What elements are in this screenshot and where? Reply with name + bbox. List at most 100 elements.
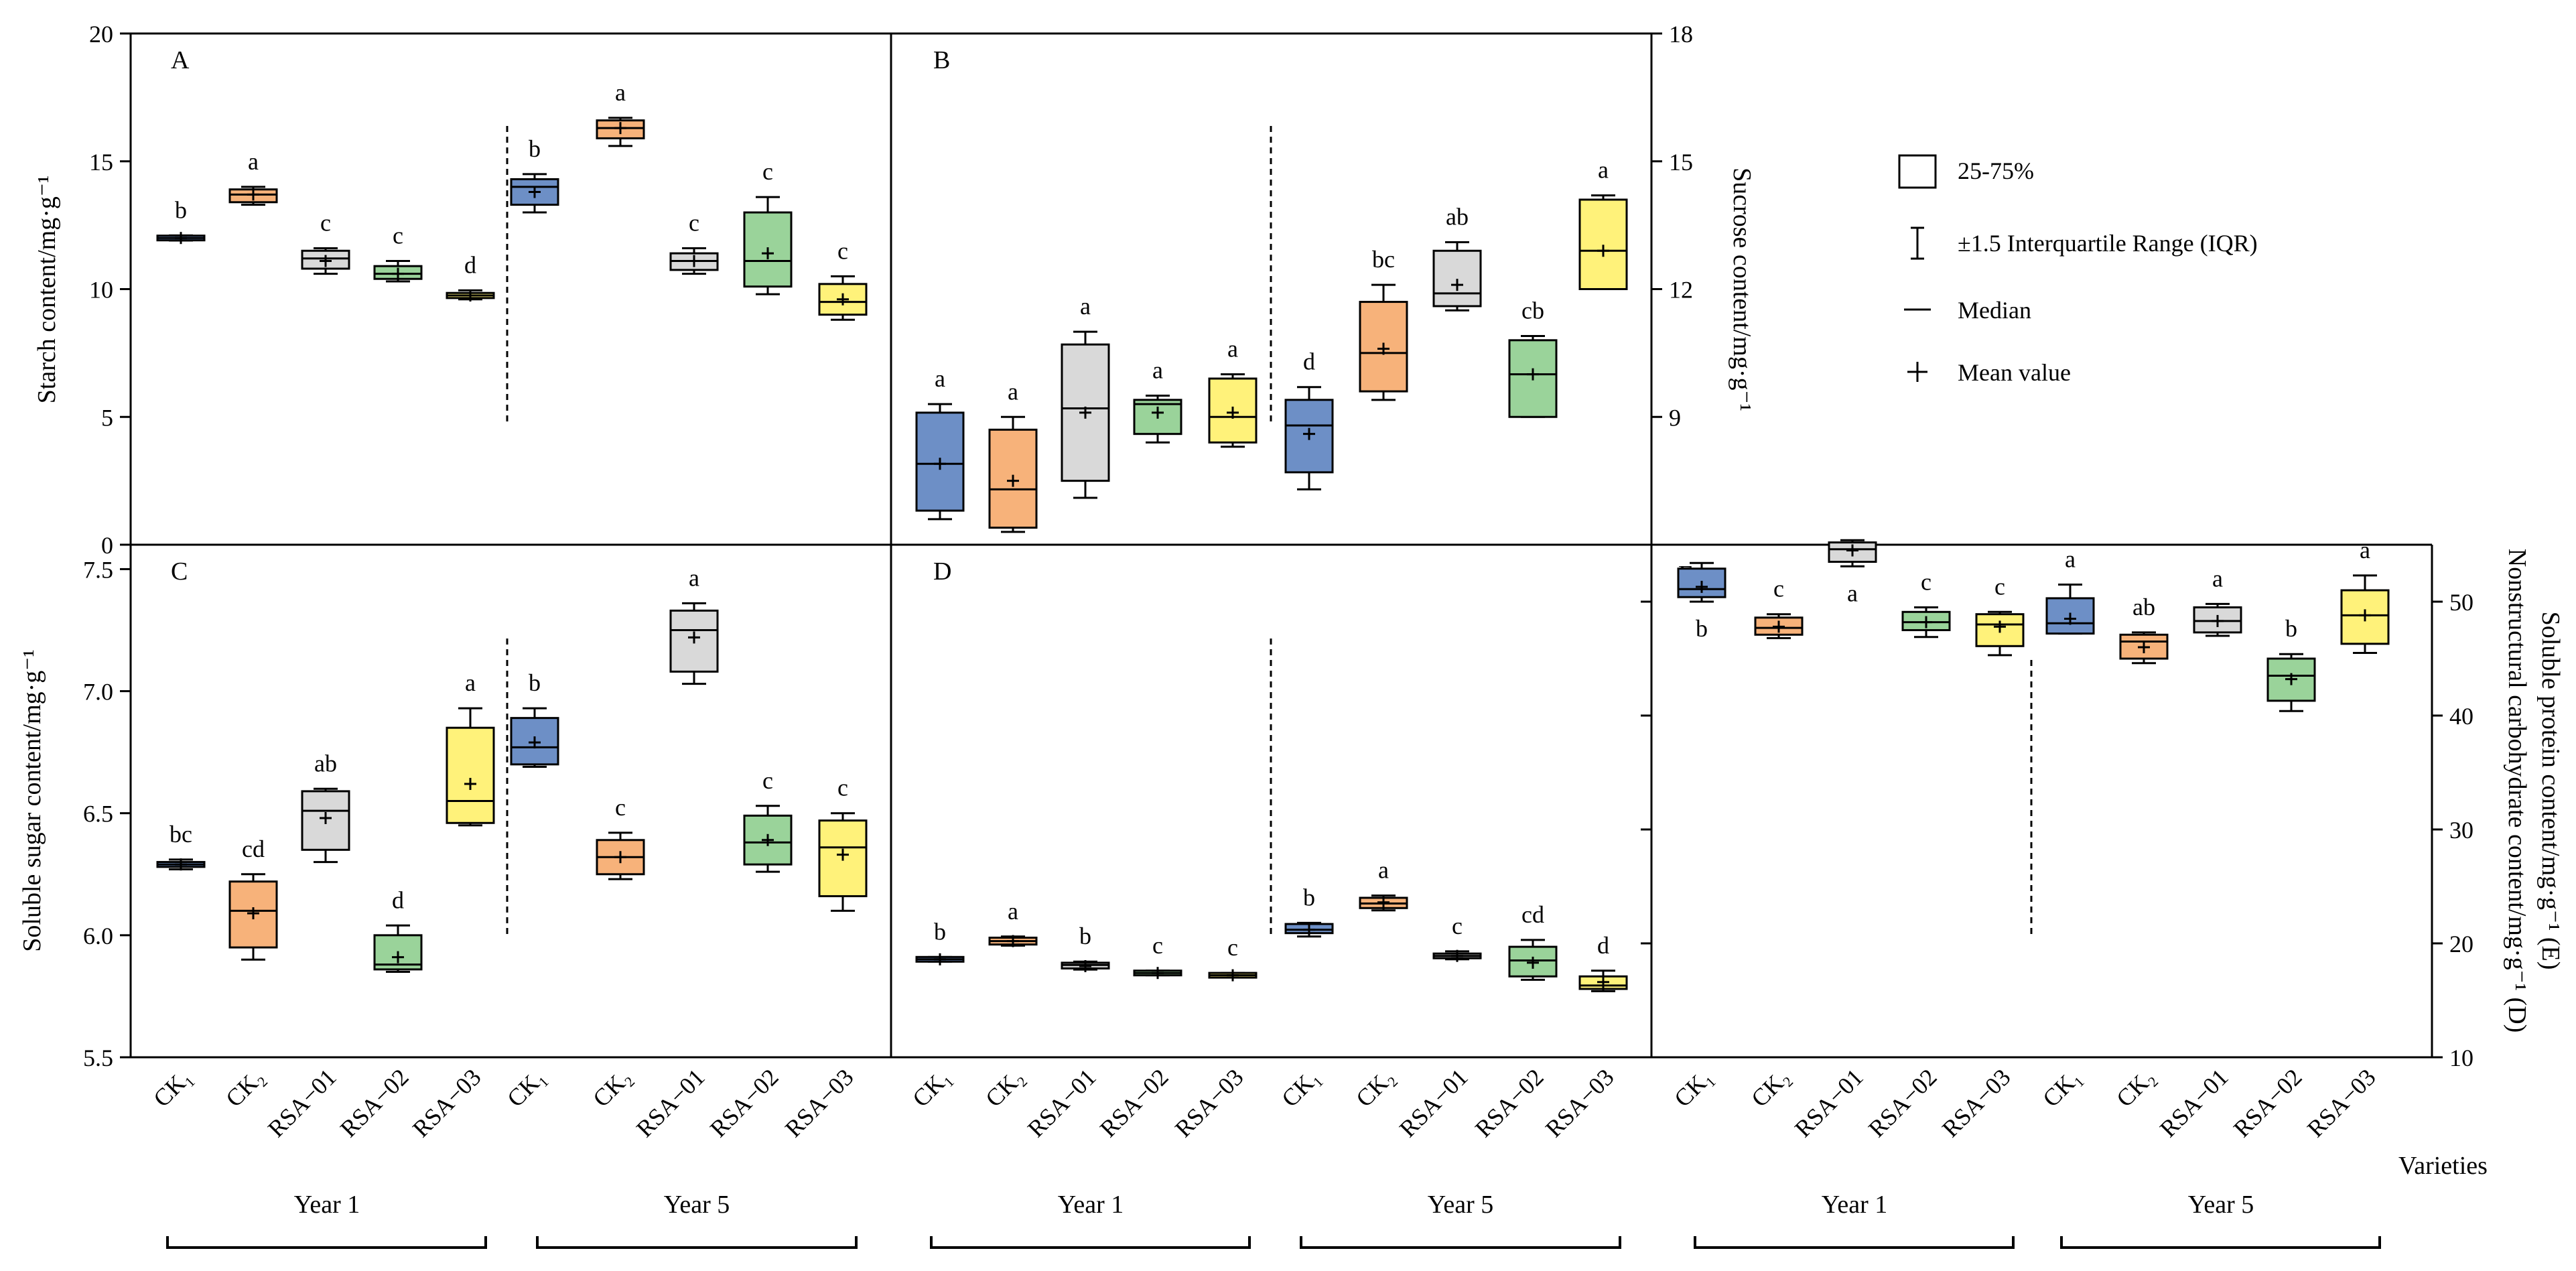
x-tick-label-bd-1: CK₂ (980, 1063, 1029, 1112)
box-e-8: b (2266, 615, 2316, 712)
iqr-box-b-9 (1578, 198, 1628, 290)
significance-letter-e-9: a (2360, 537, 2370, 563)
box-d-8: cd (1508, 901, 1558, 981)
significance-letter-d-2: b (1079, 923, 1091, 949)
box-c-7: a (669, 564, 719, 685)
significance-letter-e-7: a (2212, 565, 2223, 592)
box-d-1: a (988, 898, 1038, 947)
iqr-box-b-7 (1432, 249, 1482, 308)
legend-whisker-label: ±1.5 Interquartile Range (IQR) (1958, 230, 2258, 257)
significance-letter-b-1: a (1008, 378, 1018, 405)
significance-letter-c-3: d (392, 886, 404, 913)
significance-letter-a-3: c (393, 222, 403, 249)
axis-tick-label-a-3: 15 (89, 149, 113, 176)
significance-letter-d-3: c (1152, 932, 1163, 959)
significance-letter-d-8: cd (1521, 901, 1544, 928)
significance-letter-c-6: c (615, 794, 626, 821)
x-tick-label-e-3: RSA−02 (1863, 1063, 1942, 1142)
x-tick-label-bd-5: CK₁ (1276, 1063, 1325, 1112)
iqr-box-c-4 (446, 726, 495, 824)
significance-letter-a-8: c (762, 158, 773, 185)
box-d-9: d (1578, 932, 1628, 992)
legend-box-swatch (1898, 154, 1937, 189)
significance-letter-d-5: b (1303, 884, 1315, 911)
protein-axis-label: Soluble protein content/mg·g⁻¹ (E) (2536, 612, 2565, 970)
box-a-1: a (228, 148, 278, 206)
significance-letter-d-9: d (1597, 932, 1609, 959)
axis-tick-label-c-1: 6.0 (83, 923, 113, 949)
significance-letter-b-3: a (1152, 356, 1163, 383)
year-bracket-e-0 (1694, 1236, 2015, 1249)
iqr-box-b-2 (1061, 343, 1110, 482)
box-a-4: d (446, 251, 495, 302)
box-e-2: a (1828, 539, 1877, 606)
box-c-5: b (510, 669, 559, 768)
x-tick-label-e-7: RSA−01 (2155, 1063, 2234, 1142)
significance-letter-c-9: c (837, 775, 848, 801)
box-e-6: ab (2119, 594, 2169, 665)
x-tick-label-ac-7: RSA−01 (631, 1063, 710, 1142)
box-c-2: ab (301, 750, 350, 864)
year-bracket-ac-0 (166, 1236, 487, 1249)
box-d-7: c (1432, 913, 1482, 962)
box-d-4: c (1208, 934, 1258, 982)
box-e-0: b (1677, 561, 1726, 642)
panel-a-frame (129, 32, 892, 546)
box-a-6: a (596, 79, 645, 147)
significance-letter-e-0: b (1696, 615, 1708, 642)
box-c-1: cd (228, 835, 278, 961)
x-tick-label-e-9: RSA−03 (2302, 1063, 2381, 1142)
box-c-4: a (446, 669, 495, 827)
panel-letter-b: B (933, 46, 950, 74)
significance-letter-e-1: c (1773, 576, 1784, 602)
box-b-4: a (1208, 336, 1258, 448)
panel-letter-a: A (171, 46, 190, 74)
panel-letter-c: C (171, 557, 188, 586)
box-c-9: c (818, 775, 868, 912)
x-tick-label-bd-9: RSA−03 (1540, 1063, 1619, 1142)
x-tick-label-e-6: CK₂ (2111, 1063, 2160, 1112)
box-b-9: a (1578, 157, 1628, 290)
x-tick-label-bd-2: RSA−01 (1022, 1063, 1101, 1142)
significance-letter-d-0: b (934, 918, 946, 945)
significance-letter-e-5: a (2065, 546, 2076, 573)
varieties-label: Varieties (2398, 1152, 2488, 1180)
axis-tick-label-a-2: 10 (89, 277, 113, 304)
x-tick-label-ac-6: CK₂ (588, 1063, 636, 1112)
axes-layer: 0 5 10 15 20 9 12 15 18 5.5 6.0 6.5 7.0 7.5 10 20 30 40 50 (83, 21, 2473, 1071)
significance-letter-b-8: cb (1521, 297, 1544, 324)
box-b-7: ab (1432, 204, 1482, 312)
x-tick-label-e-1: CK₂ (1746, 1063, 1795, 1112)
axis-tick-label-e-0: 10 (2449, 1045, 2473, 1071)
axis-tick-label-e-3: 40 (2449, 703, 2473, 730)
box-c-3: d (373, 886, 423, 973)
significance-letter-b-2: a (1080, 293, 1091, 320)
box-c-0: bc (156, 821, 206, 871)
significance-letter-c-5: b (529, 669, 541, 696)
axis-tick-label-e-4: 50 (2449, 589, 2473, 616)
x-tick-label-ac-8: RSA−02 (705, 1063, 784, 1142)
x-tick-label-ac-3: RSA−02 (335, 1063, 414, 1142)
box-b-3: a (1133, 356, 1182, 444)
axis-tick-label-b-3: 18 (1669, 21, 1693, 48)
axis-tick-label-b-0: 9 (1669, 404, 1681, 431)
x-tick-label-ac-1: CK₂ (220, 1063, 269, 1112)
box-a-5: b (510, 135, 559, 214)
significance-letter-d-4: c (1227, 934, 1238, 961)
box-e-7: a (2193, 565, 2242, 637)
axis-tick-label-e-2: 30 (2449, 817, 2473, 844)
x-tick-label-ac-9: RSA−03 (780, 1063, 859, 1142)
box-b-1: a (988, 378, 1038, 533)
year-label-e-0: Year 1 (1822, 1191, 1888, 1219)
box-d-5: b (1284, 884, 1334, 938)
soluble-sugar-axis-label: Soluble sugar content/mg·g⁻¹ (18, 649, 46, 952)
significance-letter-c-2: ab (314, 750, 337, 777)
box-d-3: c (1133, 932, 1182, 980)
iqr-box-e-2 (1828, 541, 1877, 563)
panel-letter-d: D (933, 557, 951, 586)
axis-tick-label-b-2: 15 (1669, 149, 1693, 176)
significance-letter-b-4: a (1227, 336, 1238, 362)
